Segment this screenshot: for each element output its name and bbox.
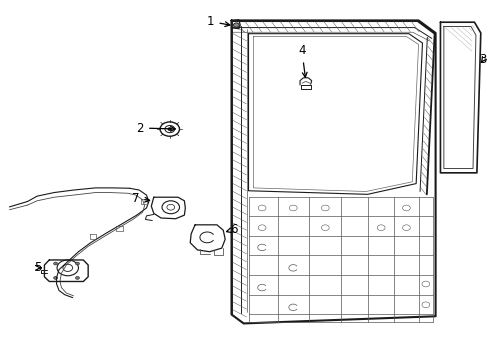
Text: 6: 6: [226, 223, 237, 236]
Circle shape: [75, 262, 79, 265]
Circle shape: [167, 128, 171, 131]
Circle shape: [54, 276, 58, 279]
Circle shape: [75, 276, 79, 279]
Text: 1: 1: [206, 15, 229, 28]
Circle shape: [233, 23, 239, 27]
Text: 4: 4: [298, 44, 306, 77]
Text: 2: 2: [136, 122, 175, 135]
Text: 7: 7: [131, 192, 149, 205]
Text: 3: 3: [478, 53, 486, 66]
Text: 5: 5: [35, 261, 42, 274]
Circle shape: [54, 262, 58, 265]
